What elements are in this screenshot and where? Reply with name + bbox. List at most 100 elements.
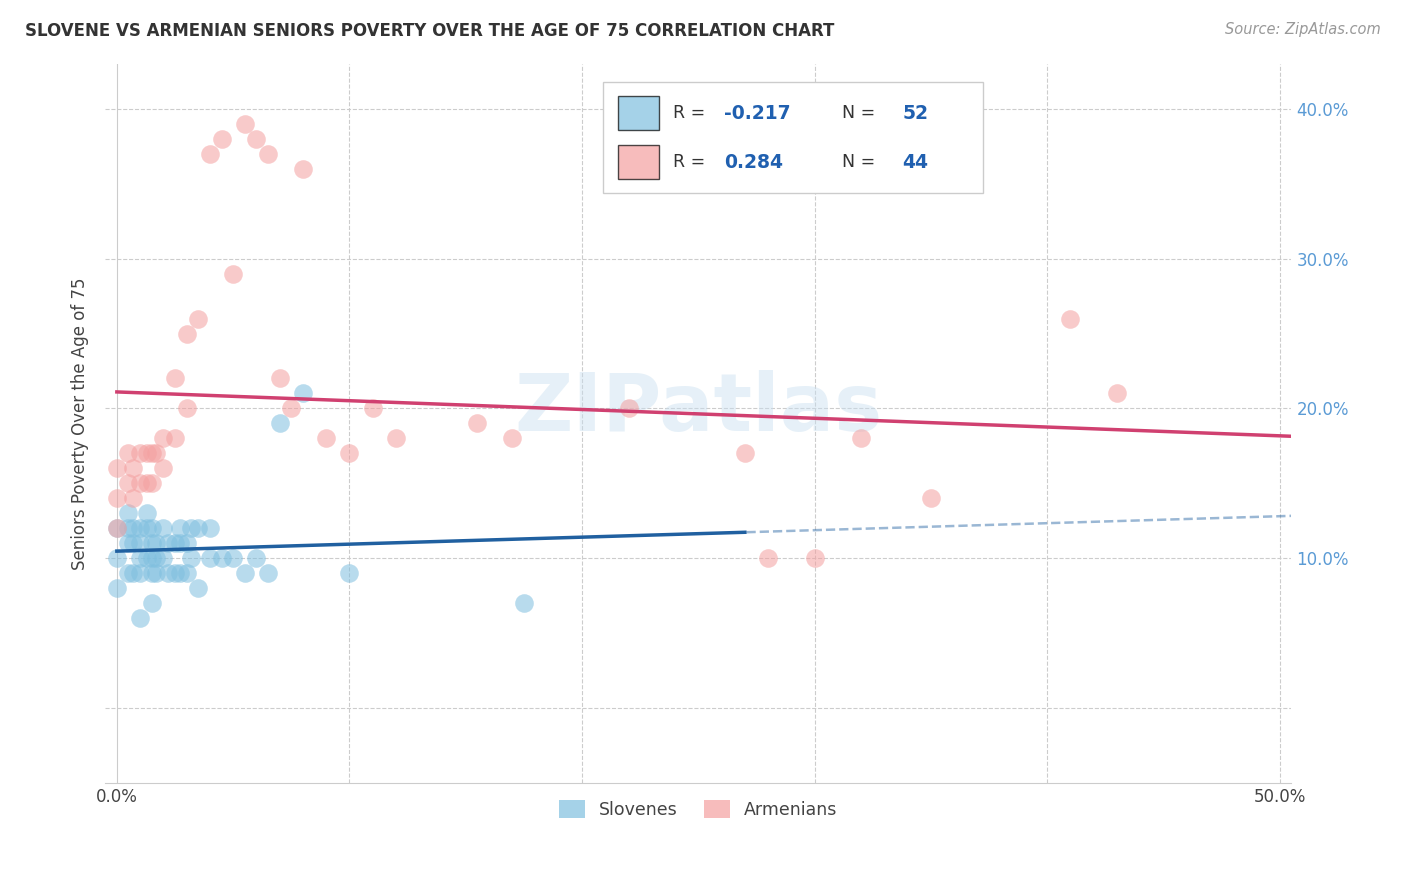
Point [513,596,536,610]
Text: N =: N = [831,153,882,171]
Point [117,521,139,535]
Point [169,536,191,550]
Point [117,566,139,580]
Point [152,521,174,535]
Point [122,461,145,475]
Point [117,446,139,460]
Point [141,521,163,535]
Point [117,506,139,520]
Text: 52: 52 [903,103,928,123]
Point [129,476,152,491]
Point [257,566,280,580]
Point [233,566,256,580]
Text: Source: ZipAtlas.com: Source: ZipAtlas.com [1225,22,1381,37]
Point [849,431,872,445]
Text: -0.217: -0.217 [724,103,792,123]
Point [129,551,152,566]
Point [1059,311,1081,326]
Text: R =: R = [673,104,711,122]
Point [501,431,523,445]
Point [1105,386,1128,401]
Point [180,521,202,535]
FancyBboxPatch shape [617,96,659,130]
Point [129,611,152,625]
Text: ZIPatlas: ZIPatlas [515,370,883,448]
Point [222,267,245,281]
Point [269,371,291,385]
Point [245,132,267,146]
Point [315,431,337,445]
Point [361,401,384,416]
Point [145,551,167,566]
Point [136,446,159,460]
Point [163,536,186,550]
Point [105,521,128,535]
Legend: Slovenes, Armenians: Slovenes, Armenians [553,793,844,826]
Point [187,521,209,535]
Point [187,311,209,326]
Point [169,521,191,535]
Point [245,551,267,566]
Point [136,521,159,535]
Point [122,491,145,506]
Point [136,506,159,520]
Point [141,551,163,566]
Point [122,566,145,580]
FancyBboxPatch shape [603,82,983,194]
Point [211,551,233,566]
Point [163,431,186,445]
Point [617,401,640,416]
Point [198,551,221,566]
Point [136,476,159,491]
Point [163,566,186,580]
Point [156,566,179,580]
Point [105,491,128,506]
Point [122,536,145,550]
Point [145,536,167,550]
Y-axis label: Seniors Poverty Over the Age of 75: Seniors Poverty Over the Age of 75 [72,277,89,570]
Point [257,147,280,161]
Point [141,446,163,460]
Point [920,491,942,506]
Point [156,536,179,550]
Point [198,521,221,535]
Point [269,417,291,431]
Point [233,117,256,131]
Point [145,566,167,580]
Point [169,566,191,580]
Point [141,566,163,580]
Point [141,536,163,550]
Point [176,566,198,580]
Point [176,326,198,341]
Point [187,581,209,595]
Point [105,521,128,535]
Point [163,371,186,385]
Point [129,536,152,550]
Point [117,536,139,550]
Point [467,417,489,431]
Point [291,386,314,401]
Point [129,566,152,580]
Point [198,147,221,161]
Point [105,551,128,566]
Point [136,551,159,566]
Point [180,551,202,566]
Point [141,476,163,491]
Point [105,461,128,475]
Point [152,551,174,566]
Point [129,521,152,535]
Point [385,431,408,445]
Point [339,566,361,580]
Text: 0.284: 0.284 [724,153,783,172]
Point [339,446,361,460]
Point [222,551,245,566]
Point [280,401,302,416]
FancyBboxPatch shape [617,145,659,179]
Text: N =: N = [831,104,882,122]
Point [176,401,198,416]
Point [145,446,167,460]
Point [152,461,174,475]
Text: SLOVENE VS ARMENIAN SENIORS POVERTY OVER THE AGE OF 75 CORRELATION CHART: SLOVENE VS ARMENIAN SENIORS POVERTY OVER… [25,22,835,40]
Point [291,161,314,176]
Point [141,596,163,610]
